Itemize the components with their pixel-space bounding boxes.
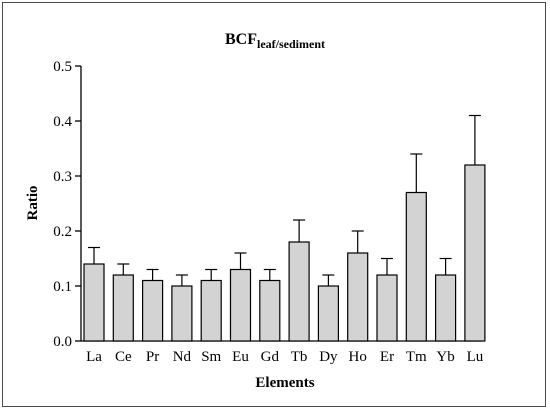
chart-title-subscript: leaf/sediment: [257, 37, 325, 51]
y-tick-label: 0.4: [53, 114, 72, 130]
chart-title-main: BCF: [225, 31, 257, 48]
bar: [347, 252, 369, 342]
x-tick-label: Lu: [467, 349, 484, 365]
bar: [142, 279, 164, 342]
x-tick-label: Er: [380, 349, 394, 365]
bar: [317, 285, 339, 342]
bar: [112, 274, 134, 342]
x-tick-label: Ho: [349, 349, 367, 365]
plot-area: 0.0 0.1 0.2 0.3 0.4 0.5 La Ce Pr Nd Sm Eu Gd Tb Dy Ho Er…: [53, 59, 486, 365]
bar: [83, 263, 105, 342]
bar: [229, 268, 252, 342]
bar: [376, 274, 398, 342]
x-tick-label: Sm: [201, 349, 221, 365]
x-axis-label: Elements: [255, 375, 314, 391]
x-tick-label: Nd: [173, 349, 192, 365]
y-tick-label: 0.5: [53, 59, 72, 75]
x-tick-label: Yb: [436, 349, 454, 365]
y-tick-label: 0.3: [53, 169, 72, 185]
y-tick-label: 0.0: [53, 334, 72, 350]
bar: [405, 191, 427, 342]
x-tick-label: Ce: [115, 349, 132, 365]
bar: [200, 279, 222, 342]
bar: [464, 164, 486, 342]
chart-title: BCFleaf/sediment: [225, 31, 325, 51]
x-tick-label: Dy: [319, 349, 338, 365]
x-tick-label: Tm: [406, 349, 427, 365]
y-axis-label: Ratio: [25, 186, 41, 221]
x-tick-label: Eu: [232, 349, 249, 365]
bar: [435, 274, 457, 342]
y-tick-label: 0.2: [53, 224, 72, 240]
bar: [288, 241, 310, 342]
x-tick-label: Gd: [261, 349, 280, 365]
y-tick-label: 0.1: [53, 279, 72, 295]
bar: [171, 285, 193, 342]
x-tick-label: La: [86, 349, 102, 365]
x-tick-label: Pr: [146, 349, 159, 365]
x-tick-label: Tb: [291, 349, 308, 365]
bar: [259, 279, 281, 342]
